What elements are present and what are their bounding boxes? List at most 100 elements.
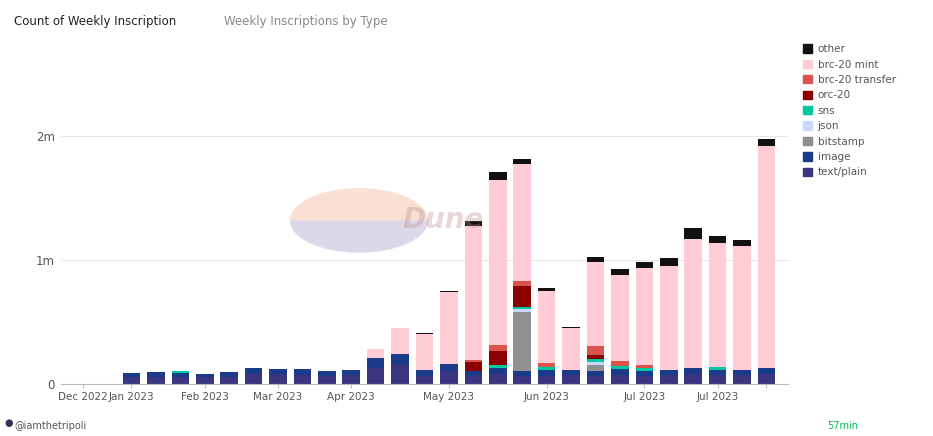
Bar: [318, 371, 336, 376]
Bar: [342, 375, 360, 384]
Bar: [465, 371, 482, 376]
Bar: [196, 374, 214, 378]
Bar: [587, 359, 605, 362]
Bar: [513, 376, 531, 384]
Bar: [684, 228, 702, 238]
Bar: [391, 354, 409, 365]
Bar: [465, 360, 482, 362]
Bar: [709, 370, 727, 375]
Bar: [196, 378, 214, 384]
Bar: [244, 368, 262, 374]
Bar: [318, 376, 336, 384]
Bar: [440, 371, 458, 384]
Bar: [537, 376, 555, 384]
Bar: [587, 362, 605, 365]
Bar: [660, 375, 677, 384]
Bar: [635, 371, 653, 376]
Bar: [635, 268, 653, 364]
Bar: [367, 358, 384, 368]
Bar: [709, 367, 727, 370]
Bar: [172, 377, 189, 384]
Bar: [465, 226, 482, 360]
Bar: [270, 375, 286, 384]
Bar: [709, 375, 727, 384]
Bar: [537, 370, 555, 376]
Bar: [367, 349, 384, 358]
Bar: [513, 312, 531, 371]
Text: Dune: Dune: [403, 206, 484, 235]
Bar: [611, 375, 629, 384]
Bar: [709, 243, 727, 367]
Bar: [733, 370, 751, 375]
Bar: [537, 363, 555, 367]
Legend: other, brc-20 mint, brc-20 transfer, orc-20, sns, json, bitstamp, image, text/pl: other, brc-20 mint, brc-20 transfer, orc…: [801, 42, 898, 180]
Bar: [489, 345, 507, 351]
Bar: [342, 370, 360, 375]
Bar: [465, 376, 482, 384]
Bar: [172, 371, 189, 372]
Bar: [489, 351, 507, 364]
Text: Weekly Inscriptions by Type: Weekly Inscriptions by Type: [224, 15, 387, 28]
Bar: [391, 328, 409, 354]
Bar: [537, 291, 555, 363]
Bar: [563, 328, 579, 370]
Bar: [611, 369, 629, 375]
Bar: [635, 376, 653, 384]
Bar: [611, 269, 629, 275]
Bar: [587, 371, 605, 376]
Bar: [635, 262, 653, 268]
Text: ●: ●: [5, 418, 13, 428]
Bar: [513, 286, 531, 307]
Bar: [122, 378, 140, 384]
Bar: [733, 375, 751, 384]
Bar: [513, 281, 531, 286]
Bar: [513, 307, 531, 309]
Bar: [611, 275, 629, 361]
Bar: [733, 246, 751, 370]
Bar: [416, 334, 433, 370]
Bar: [587, 354, 605, 359]
Bar: [611, 366, 629, 369]
Bar: [563, 370, 579, 375]
Bar: [367, 368, 384, 384]
Bar: [294, 369, 312, 375]
Bar: [220, 377, 238, 384]
Bar: [513, 371, 531, 376]
Bar: [172, 372, 189, 377]
Bar: [244, 374, 262, 384]
Text: Count of Weekly Inscription: Count of Weekly Inscription: [14, 15, 176, 28]
Bar: [709, 236, 727, 243]
Bar: [147, 372, 165, 377]
Bar: [587, 346, 605, 354]
Bar: [440, 291, 458, 292]
Bar: [513, 159, 531, 164]
Bar: [635, 368, 653, 371]
Bar: [465, 221, 482, 226]
Bar: [611, 361, 629, 366]
Bar: [587, 365, 605, 371]
Bar: [489, 375, 507, 384]
Bar: [758, 368, 775, 375]
Bar: [587, 376, 605, 384]
Bar: [416, 370, 433, 376]
Bar: [220, 372, 238, 377]
Bar: [635, 364, 653, 368]
Bar: [122, 373, 140, 378]
Bar: [563, 375, 579, 384]
Text: 57min: 57min: [828, 421, 858, 431]
Wedge shape: [290, 188, 428, 221]
Wedge shape: [290, 221, 428, 253]
Text: @iamthetripoli: @iamthetripoli: [14, 421, 86, 431]
Bar: [660, 266, 677, 370]
Bar: [684, 238, 702, 368]
Bar: [416, 333, 433, 334]
Bar: [489, 172, 507, 180]
Bar: [758, 139, 775, 146]
Bar: [391, 327, 409, 328]
Bar: [440, 292, 458, 364]
Bar: [563, 327, 579, 328]
Bar: [660, 258, 677, 266]
Bar: [537, 367, 555, 370]
Bar: [513, 309, 531, 312]
Bar: [489, 368, 507, 375]
